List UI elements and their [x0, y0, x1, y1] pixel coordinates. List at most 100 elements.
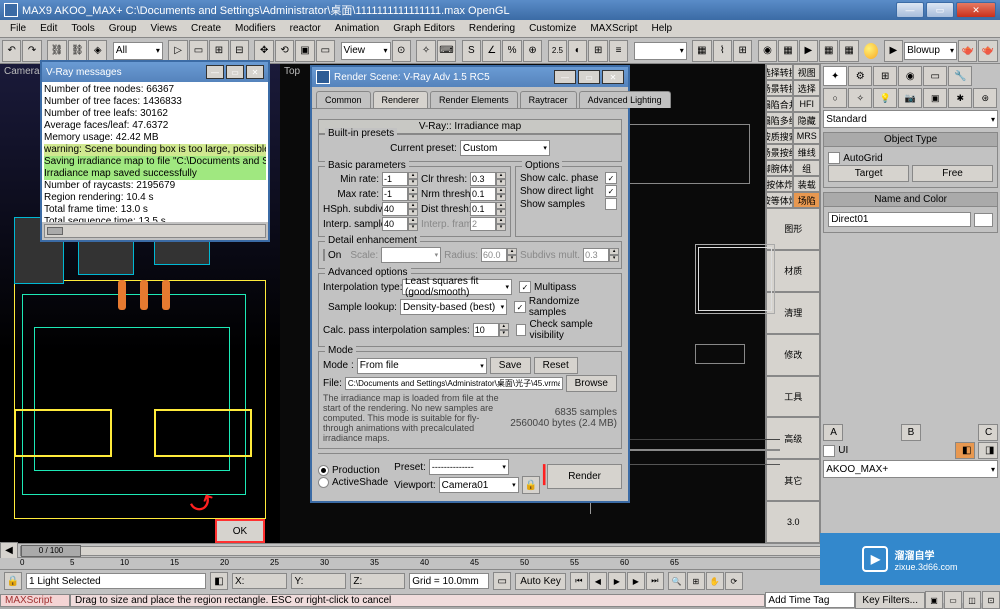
randomize-check[interactable]: ✓	[514, 301, 526, 313]
menu-create[interactable]: Create	[185, 22, 227, 35]
mode-combo[interactable]: From file	[357, 358, 487, 374]
zoom-icon[interactable]: 🔍	[668, 572, 686, 590]
select-byname-button[interactable]: ▭	[316, 40, 335, 62]
st-7-0[interactable]: 按体炸	[766, 176, 793, 192]
subdivsmult-spinner[interactable]: ▴▾	[583, 248, 619, 262]
pivot-button[interactable]: ⊙	[392, 40, 411, 62]
menu-rendering[interactable]: Rendering	[463, 22, 521, 35]
rotate-button[interactable]: ⟲	[275, 40, 294, 62]
selset-icon[interactable]: ▭	[493, 572, 511, 590]
cameras-icon[interactable]: 📷	[898, 88, 922, 108]
orbit-icon[interactable]: ⟳	[725, 572, 743, 590]
namecolor-header[interactable]: Name and Color	[823, 192, 998, 207]
play[interactable]: ▶	[608, 572, 626, 590]
st-2-0[interactable]: 塌陷合并	[766, 96, 793, 112]
geom-icon[interactable]: ○	[823, 88, 847, 108]
modify-tab-icon[interactable]: ⚙	[848, 66, 872, 86]
timeline-thumb[interactable]: 0 / 100	[21, 545, 81, 557]
showdirect-check[interactable]: ✓	[605, 185, 617, 197]
prev-frame[interactable]: ◀	[589, 572, 607, 590]
abc-c[interactable]: C	[978, 424, 998, 441]
st-6-0[interactable]: 脚腕体炸	[766, 160, 793, 176]
interpframes-spinner[interactable]: ▴▾	[470, 217, 506, 231]
menu-reactor[interactable]: reactor	[284, 22, 327, 35]
orange-btn[interactable]: ◧	[955, 442, 975, 459]
render-min-button[interactable]: —	[554, 70, 576, 84]
preset-combo[interactable]: Custom	[460, 140, 550, 156]
rollout-7[interactable]: 3.0	[766, 501, 820, 543]
menu-file[interactable]: File	[4, 22, 32, 35]
angle-snap-button[interactable]: ∠	[482, 40, 501, 62]
schematic-button[interactable]: ⊞	[733, 40, 752, 62]
file-input[interactable]	[345, 377, 563, 390]
distthresh-spinner[interactable]: ▴▾	[470, 202, 506, 216]
object-color[interactable]	[974, 213, 993, 227]
menu-grapheditors[interactable]: Graph Editors	[387, 22, 461, 35]
maxname-combo[interactable]: AKOO_MAX+	[823, 460, 998, 478]
helpers-icon[interactable]: ▣	[923, 88, 947, 108]
redo-button[interactable]: ↷	[22, 40, 41, 62]
render-type-combo[interactable]: Blowup	[904, 42, 957, 60]
render-button[interactable]: Render	[547, 464, 622, 489]
activeshade-radio[interactable]	[318, 477, 329, 488]
vray-min-button[interactable]: —	[206, 65, 224, 79]
named-sel-button[interactable]: 2.5	[548, 40, 567, 62]
render-close-button[interactable]: ✕	[602, 70, 624, 84]
lights-icon[interactable]: 💡	[873, 88, 897, 108]
undo-button[interactable]: ↶	[2, 40, 21, 62]
vp-max-icon[interactable]: ▣	[925, 591, 943, 609]
vp-region-icon[interactable]: ▭	[944, 591, 962, 609]
production-radio[interactable]	[318, 465, 329, 476]
menu-tools[interactable]: Tools	[65, 22, 100, 35]
rollout-3[interactable]: 修改	[766, 334, 820, 376]
motion-tab-icon[interactable]: ◉	[898, 66, 922, 86]
menu-views[interactable]: Views	[145, 22, 184, 35]
st-3-0[interactable]: 塌陷多维	[766, 112, 793, 128]
hierarchy-tab-icon[interactable]: ⊞	[873, 66, 897, 86]
zoom-all-icon[interactable]: ⊞	[687, 572, 705, 590]
render-last-button[interactable]: ▦	[839, 40, 858, 62]
save-button[interactable]: Save	[490, 357, 531, 374]
tab-common[interactable]: Common	[316, 91, 371, 108]
samplelookup-combo[interactable]: Density-based (best)	[400, 299, 507, 315]
rollout-6[interactable]: 其它	[766, 459, 820, 501]
interp-spinner[interactable]: ▴▾	[382, 217, 418, 231]
menu-modifiers[interactable]: Modifiers	[229, 22, 282, 35]
st-5-1[interactable]: 维线	[793, 144, 820, 160]
teapot-icon[interactable]: 🫖	[958, 40, 977, 62]
st-8-1[interactable]: 场陷	[793, 192, 820, 208]
teapot-icon-2[interactable]: 🫖	[978, 40, 997, 62]
st-6-1[interactable]: 组	[793, 160, 820, 176]
y-coord[interactable]: Y:	[291, 573, 346, 589]
timeline-prev[interactable]: ◀	[0, 542, 18, 560]
render-max-button[interactable]: ▭	[578, 70, 600, 84]
coord-icon[interactable]: ◧	[210, 572, 228, 590]
refcoord-combo[interactable]: View	[341, 42, 391, 60]
select-window-button[interactable]: ⊞	[209, 40, 228, 62]
menu-group[interactable]: Group	[103, 22, 143, 35]
nrmthresh-spinner[interactable]: ▴▾	[470, 187, 506, 201]
target-button[interactable]: Target	[828, 165, 909, 182]
snap-button[interactable]: S	[462, 40, 481, 62]
browse-button[interactable]: Browse	[566, 375, 617, 392]
rollout-4[interactable]: 工具	[766, 376, 820, 418]
tab-raytracer[interactable]: Raytracer	[520, 91, 577, 108]
calcpass-spinner[interactable]: ▴▾	[473, 323, 509, 337]
percent-snap-button[interactable]: %	[502, 40, 521, 62]
minimize-button[interactable]: —	[896, 2, 924, 18]
keyboard-button[interactable]: ⌨	[437, 40, 456, 62]
autokey-button[interactable]: Auto Key	[515, 573, 566, 590]
menu-maxscript[interactable]: MAXScript	[584, 22, 643, 35]
minrate-spinner[interactable]: ▴▾	[382, 172, 418, 186]
select-crossing-button[interactable]: ⊟	[230, 40, 249, 62]
vray-scroll[interactable]	[42, 222, 268, 240]
multipass-check[interactable]: ✓	[519, 281, 531, 293]
object-name-input[interactable]	[828, 212, 971, 227]
st-0-0[interactable]: 选择转换	[766, 64, 793, 80]
menu-help[interactable]: Help	[646, 22, 679, 35]
objtype-header[interactable]: Object Type	[823, 132, 998, 147]
free-button[interactable]: Free	[912, 165, 993, 182]
render-button[interactable]: ▶	[799, 40, 818, 62]
shapes-icon[interactable]: ✧	[848, 88, 872, 108]
quick-render-button[interactable]: ▦	[819, 40, 838, 62]
